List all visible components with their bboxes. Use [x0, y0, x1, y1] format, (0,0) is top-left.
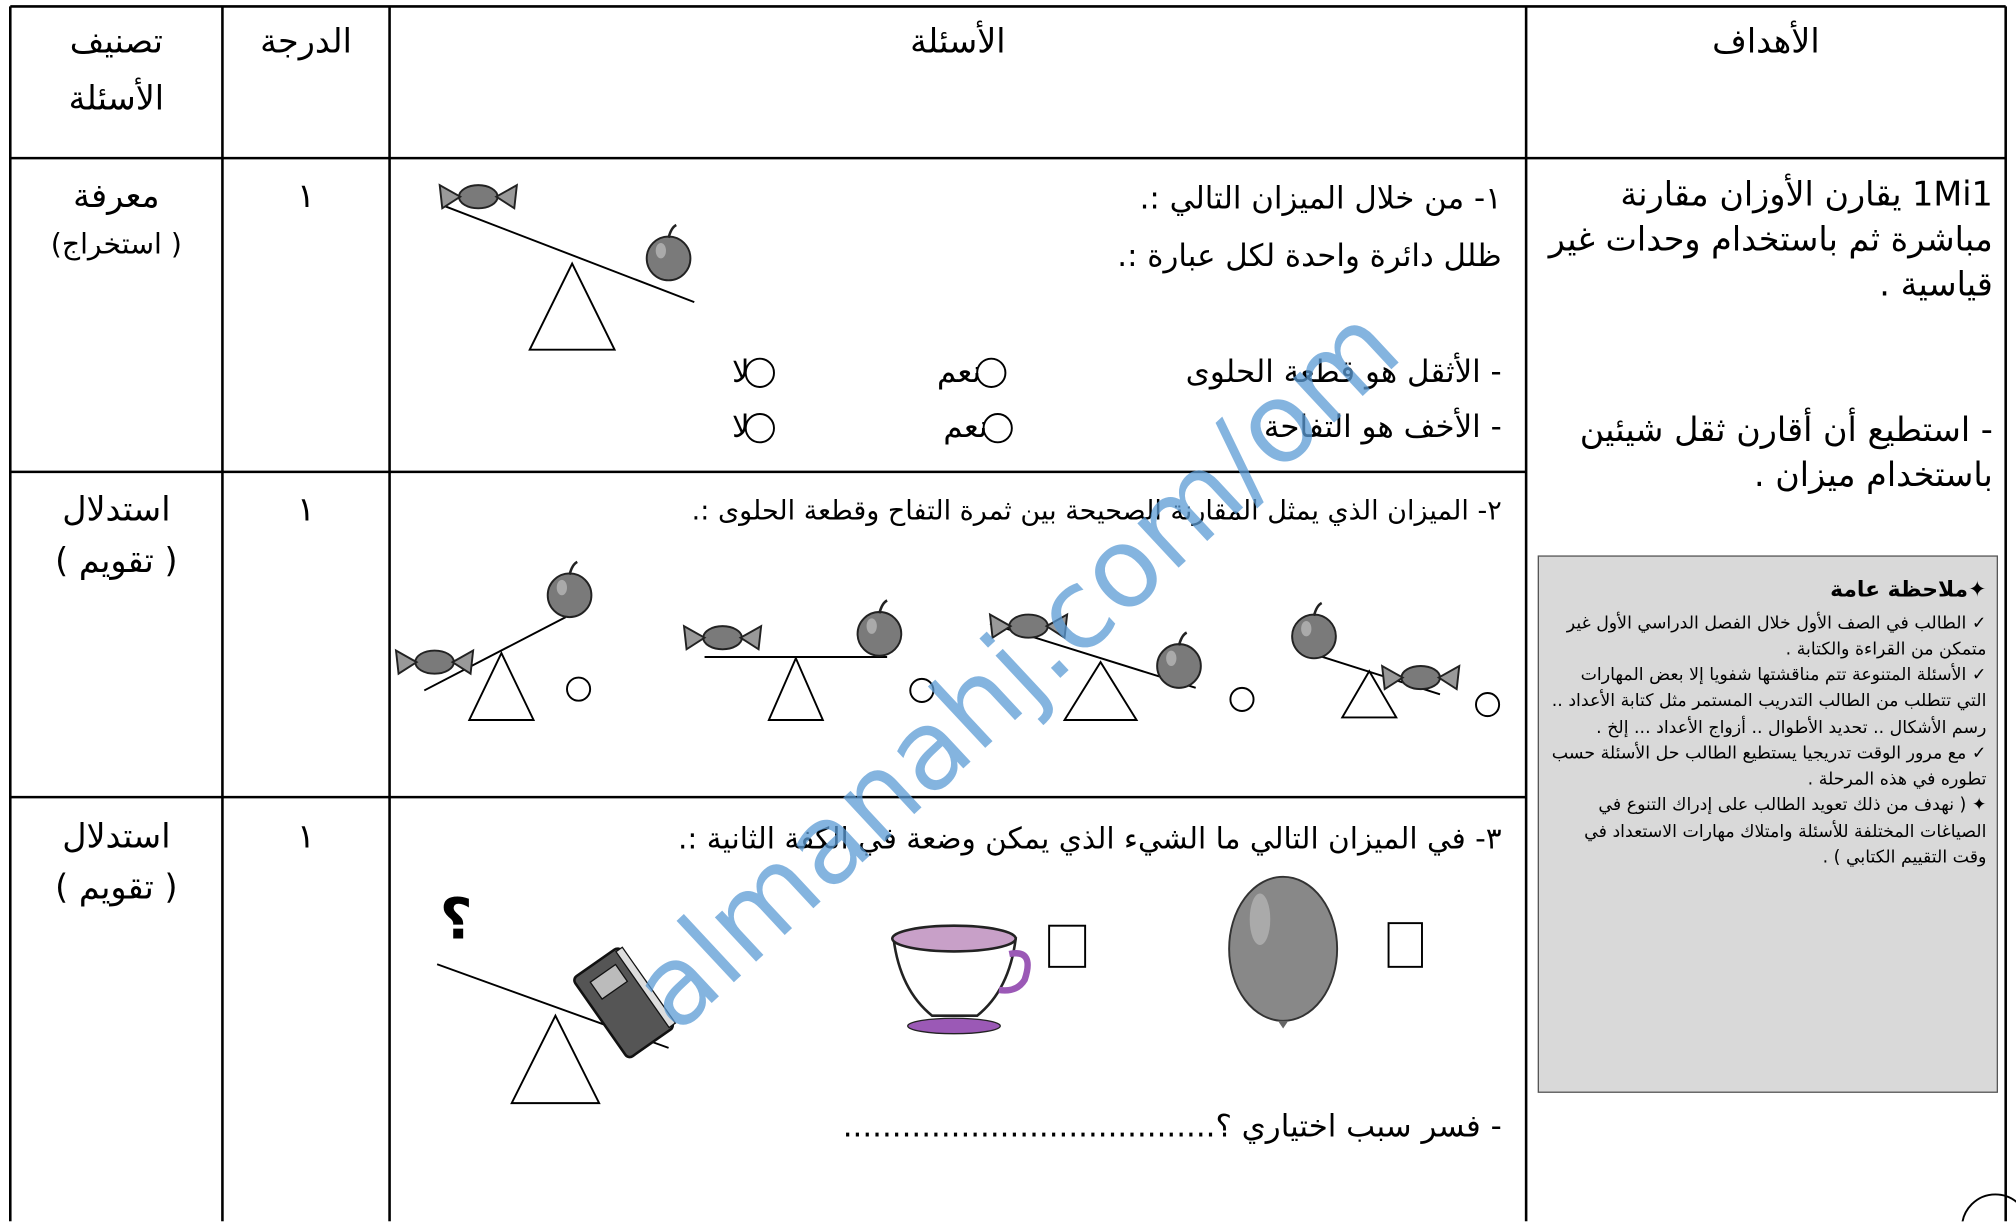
note-box: ✦ملاحظة عامة ✓ الطالب في الصف الأول خلال… [1537, 555, 1998, 1093]
classification: استدلال [62, 817, 171, 857]
classification: استدلال [62, 491, 171, 530]
classification-sub: ( استخراج) [50, 228, 182, 261]
grade: ١ [297, 177, 315, 216]
candy [683, 625, 763, 651]
header-cell: الأسئلة [68, 79, 165, 119]
question-text: ٣- في الميزان التالي ما الشيء الذي يمكن … [677, 822, 1502, 857]
answer-box [1387, 922, 1423, 968]
answer-box [1048, 924, 1087, 968]
option-circle [982, 413, 1013, 444]
cup [890, 924, 1031, 1035]
question-mark: ؟ [439, 887, 473, 953]
note-item: ✓ الطالب في الصف الأول خلال الفصل الدراس… [1566, 612, 1987, 660]
fulcrum [528, 261, 617, 351]
apple [856, 599, 903, 657]
balloon-knot [1277, 1020, 1289, 1029]
objective: 1Mi1 يقارن الأوزان مقارنة مباشرة ثم باست… [1548, 176, 1993, 305]
question-text: ٢- الميزان الذي يمثل المقارنة الصحيحة بي… [691, 494, 1502, 526]
table-grid [8, 5, 2007, 1222]
note-item: ✓ مع مرور الوقت تدريجيا يستطيع الطالب حل… [1551, 742, 1987, 790]
classification-sub: ( تقويم ) [55, 869, 178, 908]
question-text: ظلل دائرة واحدة لكل عبارة :. [1117, 237, 1502, 274]
classification-sub: ( تقويم ) [55, 542, 178, 582]
book-pages [615, 946, 677, 1029]
choice-circle [1229, 686, 1255, 712]
header-cell: الدرجة [260, 23, 352, 62]
option-circle [976, 357, 1007, 388]
cup-rim [890, 924, 1017, 953]
cup-body [892, 937, 1018, 1017]
option: لا [731, 408, 750, 445]
beam [443, 204, 695, 304]
header-cell: الأهداف [1712, 23, 1820, 62]
choice-circle [566, 676, 592, 702]
apple [546, 560, 593, 619]
candy [1381, 665, 1461, 691]
choice-circle [909, 677, 935, 703]
statement: - الأخف هو التفاحة [1263, 408, 1502, 445]
apple [1290, 601, 1338, 660]
book [573, 946, 677, 1059]
option: نعم [943, 408, 988, 445]
option-circle [744, 413, 775, 444]
header-cell: الأسئلة [910, 23, 1006, 62]
statement: - الأثقل هو قطعة الحلوى [1185, 353, 1502, 390]
candy [438, 184, 518, 210]
grade: ١ [297, 491, 315, 530]
apple [1155, 631, 1203, 690]
beam [423, 616, 567, 692]
apple [645, 223, 692, 282]
book-label [589, 963, 629, 1000]
balloon-body [1228, 875, 1339, 1022]
balloon-shine [1249, 893, 1271, 945]
fulcrum [510, 1013, 601, 1105]
note-title: ✦ملاحظة عامة [1830, 577, 1987, 603]
fulcrum [1062, 660, 1139, 721]
note-item: ✦ ( نهدف من ذلك تعويد الطالب على إدراك ا… [1584, 794, 1987, 868]
fulcrum [467, 650, 536, 721]
fulcrum [767, 655, 825, 721]
question-text: ١- من خلال الميزان التالي :. [1139, 179, 1502, 216]
cup-saucer [907, 1017, 1001, 1035]
fulcrum [1340, 669, 1398, 719]
note-item: ✓ الأسئلة المتنوعة تتم مناقشتها شفويا إل… [1551, 664, 1987, 738]
objective: - استطيع أن أقارن ثقل شيئين باستخدام ميز… [1579, 411, 1993, 496]
page-number-circle [1961, 1193, 2016, 1222]
option-circle [744, 357, 775, 388]
header-cell: تصنيف [69, 23, 163, 62]
cup-handle [998, 950, 1031, 994]
choice-circle [1475, 692, 1501, 718]
balloon [1228, 875, 1339, 1029]
grade: ١ [297, 817, 315, 857]
option: لا [731, 353, 750, 390]
classification: معرفة [73, 177, 160, 216]
option: نعم [936, 353, 981, 390]
explain-line: - فسر سبب اختياري ؟.....................… [842, 1108, 1502, 1145]
